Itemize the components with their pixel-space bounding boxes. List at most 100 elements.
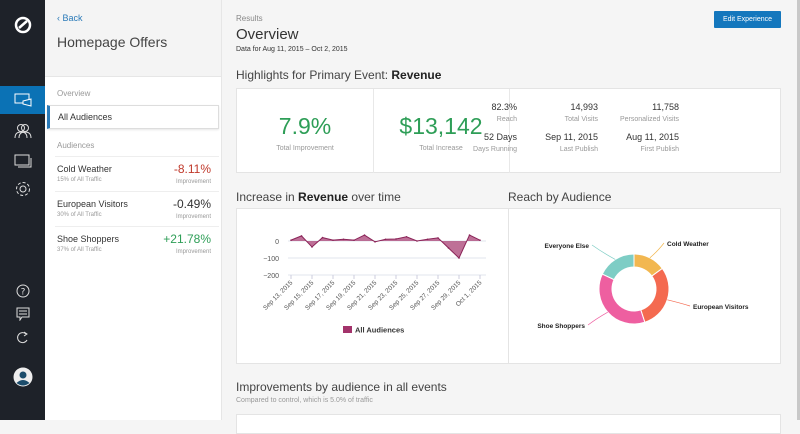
data-point: [395, 238, 397, 240]
data-point: [321, 236, 324, 239]
data-point: [468, 234, 471, 236]
back-link[interactable]: ‹ Back: [57, 13, 83, 23]
logo-icon[interactable]: [0, 12, 45, 38]
improvements-title: Improvements by audience in all events: [236, 380, 447, 394]
all-audiences-item[interactable]: All Audiences: [47, 105, 219, 129]
connector-line: [649, 242, 665, 259]
legend-label: All Audiences: [355, 326, 404, 335]
stat-value: 52 Days: [483, 132, 517, 142]
stat-label: First Publish: [640, 146, 679, 153]
date-range: Data for Aug 11, 2015 – Oct 2, 2015: [236, 46, 348, 53]
refresh-icon[interactable]: [0, 325, 45, 351]
stat-value: 82.3%: [491, 102, 517, 112]
stat-value: 11,758: [652, 102, 679, 112]
reach-chart-card: Cold Weather European Visitors Shoe Shoppe…: [508, 208, 781, 364]
experience-panel: ‹ Back Homepage Offers Overview All Audi…: [45, 0, 222, 420]
data-point: [384, 238, 387, 241]
y-tick-label: 0: [275, 239, 279, 246]
audience-item[interactable]: Shoe Shoppers 37% of All Traffic +21.78% Im…: [55, 226, 219, 261]
total-improvement-label: Total Improvement: [276, 145, 334, 152]
y-tick-label: −100: [263, 256, 279, 263]
stat-value: Sep 11, 2015: [545, 132, 598, 142]
data-point: [363, 234, 366, 236]
stat-item: 52 Days Days Running: [427, 132, 517, 153]
audience-improvement-value: +21.78%: [163, 232, 211, 246]
stat-label: Total Visits: [564, 116, 598, 123]
nav-rail: ?: [0, 0, 45, 420]
audiences-icon[interactable]: [0, 118, 45, 144]
revenue-chart-title: Increase in Revenue over time: [236, 190, 401, 204]
area-fill: [291, 235, 480, 258]
overview-section-label: Overview: [57, 89, 91, 98]
data-point: [416, 240, 418, 242]
data-point: [426, 238, 429, 241]
slice-label: Cold Weather: [667, 241, 709, 248]
audience-item[interactable]: European Visitors 30% of All Traffic -0.49…: [55, 191, 219, 226]
legend-swatch: [343, 326, 352, 333]
slice-label: Shoe Shoppers: [537, 323, 585, 330]
connector-line: [667, 299, 691, 307]
avatar-icon[interactable]: [0, 364, 45, 390]
highlights-title: Highlights for Primary Event: Revenue: [236, 68, 442, 82]
donut-slice: [601, 253, 635, 281]
data-point: [405, 235, 408, 238]
connector-line: [587, 311, 608, 326]
total-increase-value: $13,142: [399, 113, 483, 139]
data-point: [437, 237, 439, 239]
highlights-card: 7.9% Total Improvement $13,142 Total Inc…: [236, 88, 781, 173]
stat-item: Aug 11, 2015 First Publish: [589, 132, 679, 153]
y-tick-label: −200: [263, 273, 279, 280]
audience-improvement-label: Improvement: [175, 249, 211, 255]
data-point: [458, 257, 460, 259]
data-point: [300, 235, 303, 237]
data-point: [311, 246, 313, 248]
audience-traffic: 30% of All Traffic: [57, 212, 102, 218]
audiences-section-label: Audiences: [57, 141, 95, 150]
audience-traffic: 15% of All Traffic: [57, 177, 102, 183]
layers-icon[interactable]: [0, 148, 45, 174]
revenue-chart-card: 0 −100 −200 Sep 13, 2015 Sep 15, 2015 Sep 17,…: [236, 208, 509, 364]
audience-name: Shoe Shoppers: [57, 234, 120, 244]
audience-traffic: 37% of All Traffic: [57, 247, 102, 253]
gear-icon[interactable]: [0, 176, 45, 202]
data-point: [447, 247, 450, 249]
reach-chart-title: Reach by Audience: [508, 190, 612, 204]
improvements-subtitle: Compared to control, which is 5.0% of tr…: [236, 397, 373, 404]
stat-label: Reach: [496, 116, 517, 123]
audience-name: European Visitors: [57, 199, 128, 209]
main-content: Results Overview Data for Aug 11, 2015 –…: [222, 0, 800, 434]
breadcrumb: Results: [236, 14, 263, 23]
experience-title: Homepage Offers: [57, 34, 168, 50]
reach-donut-chart: Cold Weather European Visitors Shoe Shoppe…: [537, 241, 749, 330]
edit-experience-button[interactable]: Edit Experience: [714, 11, 781, 28]
audience-improvement-value: -8.11%: [173, 162, 211, 176]
stat-value: 14,993: [570, 102, 598, 112]
total-increase-label: Total Increase: [419, 145, 463, 152]
slice-label: European Visitors: [693, 304, 749, 311]
svg-text:?: ?: [20, 288, 25, 298]
experiences-icon[interactable]: [0, 86, 45, 114]
total-improvement-value: 7.9%: [278, 113, 332, 139]
stat-label: Last Publish: [559, 146, 598, 153]
audience-improvement-label: Improvement: [175, 214, 211, 220]
stat-item: 14,993 Total Visits: [508, 102, 598, 123]
data-point: [479, 239, 481, 241]
data-point: [374, 241, 376, 243]
stat-item: Sep 11, 2015 Last Publish: [508, 132, 598, 153]
scrollbar[interactable]: [797, 0, 800, 420]
audience-improvement-value: -0.49%: [172, 197, 211, 211]
stat-value: Aug 11, 2015: [626, 132, 679, 142]
stat-item: 82.3% Reach: [427, 102, 517, 123]
data-point: [353, 239, 355, 241]
audience-item[interactable]: Cold Weather 15% of All Traffic -8.11% Impr…: [55, 156, 219, 191]
help-icon[interactable]: ?: [0, 278, 45, 304]
feedback-icon[interactable]: [0, 301, 45, 327]
data-point: [332, 239, 334, 241]
donut-slice: [640, 267, 670, 323]
improvements-card: [236, 414, 781, 434]
audience-name: Cold Weather: [57, 164, 112, 174]
data-point: [290, 239, 292, 241]
data-point: [342, 238, 345, 241]
slice-label: Everyone Else: [545, 243, 590, 250]
